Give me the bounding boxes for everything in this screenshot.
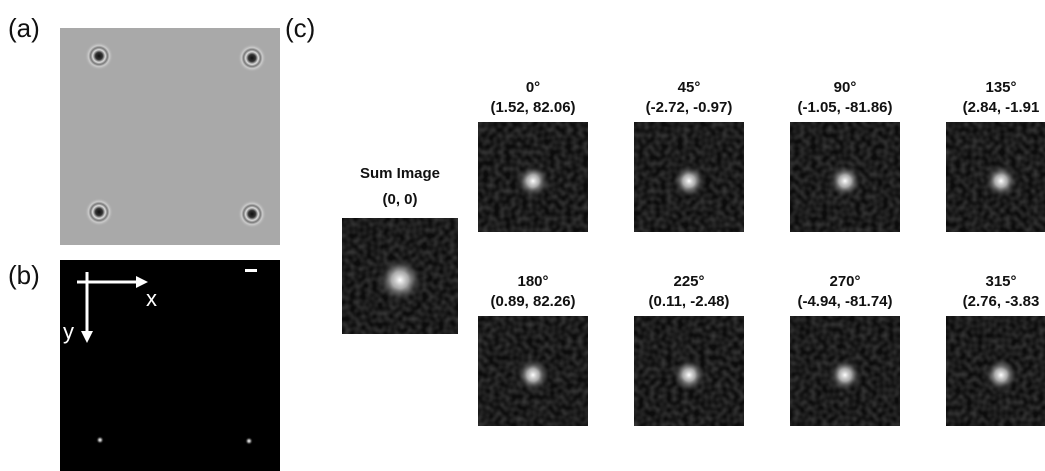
tile-grid: 0° (1.52, 82.06) 45° (-2.72, -0.97) 90° (-1.0… <box>342 79 1045 426</box>
tile-coords: (0.89, 82.26) <box>490 293 575 310</box>
tile-spot <box>983 163 1018 198</box>
tile-angle: 135° <box>985 79 1016 96</box>
figure: (a) (b) x y (c) Sum Image (0, 0) 0° (1.52… <box>0 0 1045 471</box>
tile-coords: (-1.05, -81.86) <box>797 99 892 116</box>
tile-angle: 90° <box>834 79 857 96</box>
tile-angle: 0° <box>526 79 540 96</box>
tile-coords: (2.84, -1.91 <box>963 99 1040 116</box>
tile-angle: 225° <box>673 273 704 290</box>
sum-title: Sum Image <box>360 165 440 182</box>
tile-coords: (0.11, -2.48) <box>649 293 730 310</box>
tile-coords: (-4.94, -81.74) <box>797 293 892 310</box>
sum-coords: (0, 0) <box>382 191 417 208</box>
panel-label: (a) <box>8 13 40 43</box>
panel-label: (b) <box>8 260 40 290</box>
particle <box>238 200 266 228</box>
tile-spot <box>827 357 862 392</box>
tile-spot <box>376 256 424 304</box>
tile-coords: (-2.72, -0.97) <box>646 99 733 116</box>
spot <box>245 437 253 445</box>
tile-spot <box>515 163 550 198</box>
tile-spot <box>515 357 550 392</box>
panel-label: (c) <box>285 13 315 43</box>
tile-spot <box>671 357 706 392</box>
tile-spot <box>671 163 706 198</box>
particle <box>238 44 266 72</box>
axis-label: y <box>63 319 74 344</box>
particle <box>85 198 113 226</box>
tile-coords: (2.76, -3.83 <box>963 293 1040 310</box>
tile-angle: 180° <box>517 273 548 290</box>
axis-label: x <box>146 286 157 311</box>
particle <box>85 42 113 70</box>
tile-angle: 45° <box>678 79 701 96</box>
tile-angle: 270° <box>829 273 860 290</box>
spot <box>96 436 104 444</box>
tile-spot <box>983 357 1018 392</box>
tile-spot <box>827 163 862 198</box>
figure-svg: (a) (b) x y (c) Sum Image (0, 0) 0° (1.52… <box>0 0 1045 471</box>
tile-angle: 315° <box>985 273 1016 290</box>
scale-bar <box>245 269 257 272</box>
tile-coords: (1.52, 82.06) <box>490 99 575 116</box>
